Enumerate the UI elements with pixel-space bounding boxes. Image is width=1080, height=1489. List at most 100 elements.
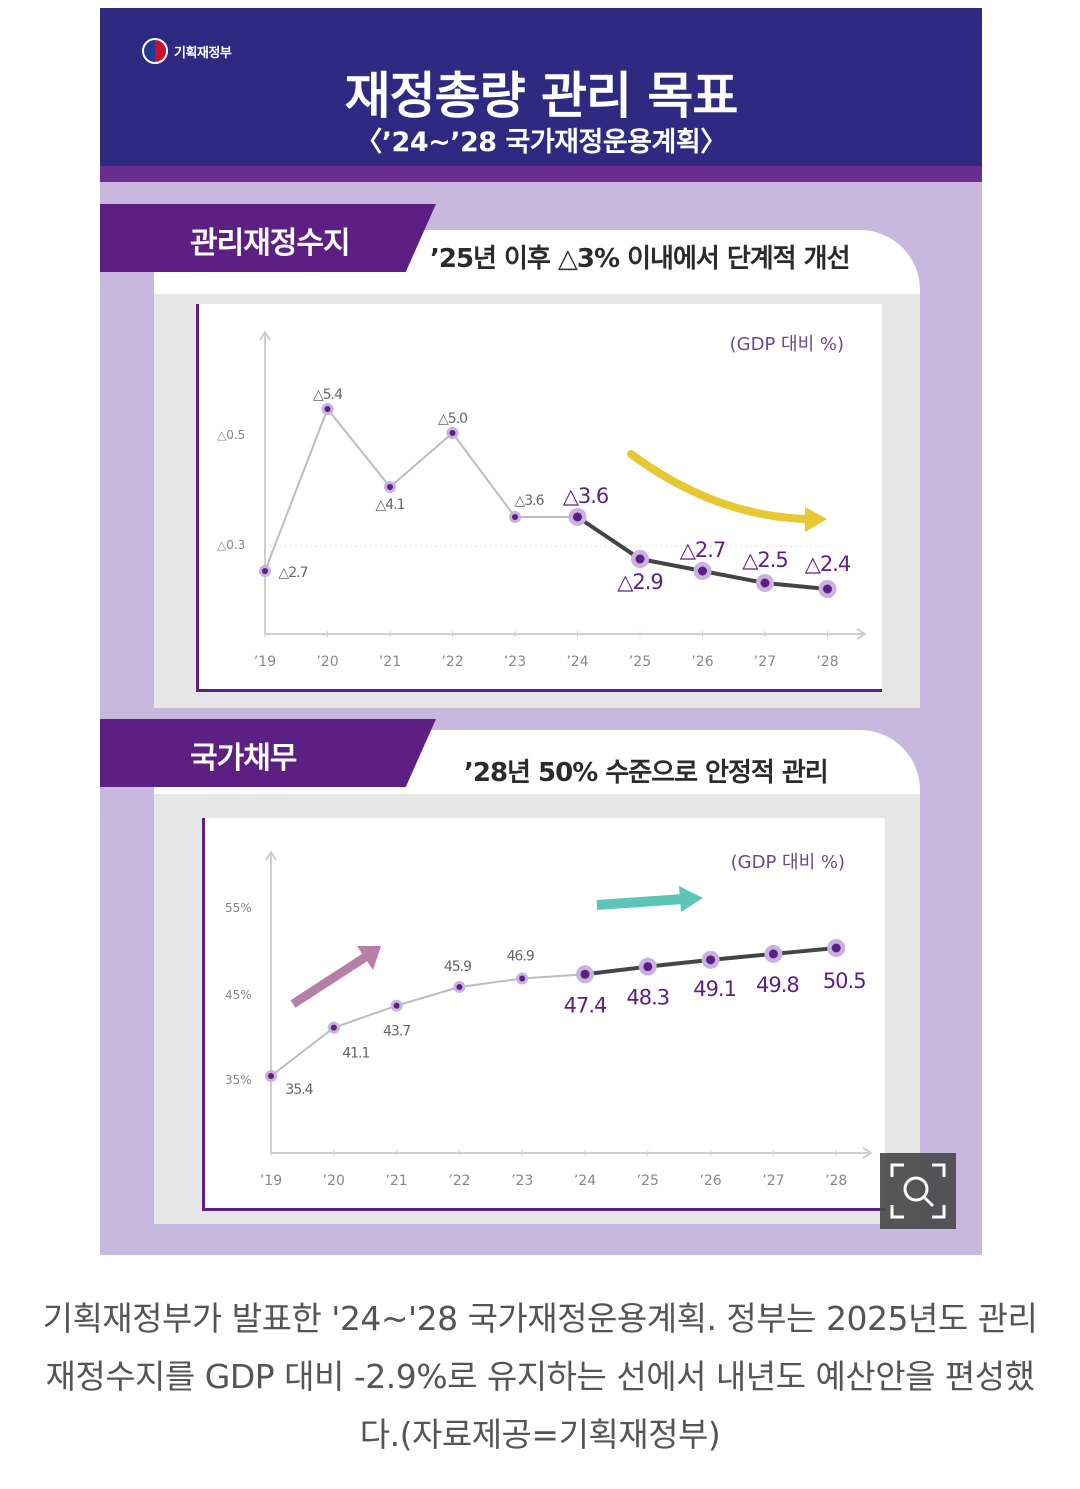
trend-arrow-shaft: [290, 952, 370, 1008]
x-tick-label: ’28: [816, 654, 838, 670]
trend-arrow-icon: [805, 507, 827, 532]
x-tick-label: ’28: [825, 1173, 847, 1189]
trend-arrow-icon: [357, 946, 381, 970]
data-point: [635, 554, 645, 564]
series-segment: [396, 986, 460, 1007]
unit-label: (GDP 대비 %): [730, 334, 844, 355]
data-point: [643, 962, 653, 972]
infographic-subtitle: 〈’24~’28 국가재정운용계획〉: [355, 127, 727, 158]
x-axis-arrow-icon: [862, 1147, 873, 1159]
debt-chart-box: (GDP 대비 %) 55% 45% 35% ’19 ’20 ’21 ’22 ’23 ’24 ’25…: [202, 818, 885, 1211]
series-segment: [773, 946, 837, 956]
data-point: [573, 512, 582, 522]
zoom-search-icon: [890, 1163, 946, 1219]
data-label: △2.7: [278, 565, 307, 581]
data-label: 35.4: [285, 1082, 313, 1098]
x-tick-label: ’26: [699, 1173, 721, 1189]
data-point: [393, 1002, 400, 1009]
data-point: [823, 584, 832, 594]
section1-tab: 관리재정수지: [100, 204, 436, 272]
x-axis-arrow-icon: [856, 628, 867, 640]
series-segment: [333, 1004, 397, 1029]
section1-headline: ’25년 이후 △3% 이내에서 단계적 개선: [430, 244, 850, 274]
y-tick-label: 55%: [225, 901, 252, 915]
y-tick-label: △0.5: [217, 428, 245, 442]
y-axis-arrow-icon: [265, 850, 277, 861]
x-tick-label: ’20: [323, 1173, 345, 1189]
section1-tab-label: 관리재정수지: [190, 226, 351, 261]
ministry-logo: 기획재정부: [142, 38, 232, 64]
x-tick-label: ’25: [637, 1173, 659, 1189]
data-point: [768, 949, 778, 959]
data-label: 47.4: [564, 993, 607, 1017]
header-stripe: [100, 166, 982, 182]
series-segment: [264, 408, 329, 572]
infographic-card: 기획재정부 재정총량 관리 목표 〈’24~’28 국가재정운용계획〉 관리재정…: [100, 8, 982, 1255]
unit-label: (GDP 대비 %): [731, 852, 845, 873]
data-point: [580, 969, 590, 979]
x-tick-label: ’22: [441, 654, 463, 670]
x-tick-label: ’23: [511, 1173, 533, 1189]
x-tick-label: ’21: [385, 1173, 407, 1189]
taegeuk-emblem-icon: [142, 38, 168, 64]
logo-text: 기획재정부: [174, 45, 232, 61]
series-segment: [584, 964, 649, 977]
x-tick-label: ’23: [504, 654, 526, 670]
data-point: [324, 406, 331, 412]
data-label: 43.7: [383, 1024, 410, 1040]
debt-chart: (GDP 대비 %) 55% 45% 35% ’19 ’20 ’21 ’22 ’23 ’24 ’25…: [225, 850, 873, 1189]
data-label: 46.9: [507, 949, 534, 965]
data-label: 45.9: [444, 959, 471, 975]
infographic-header: 기획재정부 재정총량 관리 목표 〈’24~’28 국가재정운용계획〉: [100, 8, 982, 166]
data-label: △2.9: [617, 570, 663, 594]
data-label: △3.6: [563, 484, 609, 508]
x-tick-label: ’27: [754, 654, 776, 670]
data-label: △5.0: [438, 411, 467, 427]
data-point: [706, 955, 716, 965]
data-point: [387, 484, 393, 490]
data-label: △3.6: [514, 493, 544, 509]
data-point: [449, 430, 456, 436]
series-segment: [522, 973, 586, 980]
data-point: [456, 983, 463, 990]
series-segment: [764, 581, 828, 591]
zoom-button[interactable]: [880, 1153, 956, 1229]
series-segment: [710, 951, 774, 962]
data-point: [268, 1073, 274, 1079]
x-tick-label: ’24: [566, 654, 588, 670]
section2-tab: 국가채무: [100, 719, 436, 787]
x-tick-label: ’24: [574, 1173, 596, 1189]
balance-chart: (GDP 대비 %) △0.5 △0.3 ’19 ’20 ’21 ’22 ’23 ’24 ’25 ’…: [217, 330, 867, 670]
image-caption: 기획재정부가 발표한 '24~'28 국가재정운용계획. 정부는 2025년도 …: [42, 1299, 1038, 1454]
series-segment: [389, 432, 454, 488]
data-label: △2.4: [805, 552, 851, 576]
balance-chart-box: (GDP 대비 %) △0.5 △0.3 ’19 ’20 ’21 ’22 ’23 ’24 ’25 ’…: [196, 304, 882, 692]
data-point: [519, 975, 526, 982]
series-segment: [647, 957, 711, 969]
y-tick-label: 45%: [225, 988, 252, 1002]
series-segment: [639, 557, 703, 573]
trend-arrow-icon: [679, 886, 703, 912]
infographic-title: 재정총량 관리 목표: [344, 67, 739, 125]
series-segment: [459, 977, 523, 988]
series-segment: [702, 569, 766, 585]
data-label: 48.3: [626, 986, 669, 1010]
section2-tab-label: 국가채무: [190, 741, 297, 776]
trend-arrow-shaft: [627, 450, 818, 523]
data-point: [262, 568, 268, 574]
x-tick-label: ’19: [260, 1173, 282, 1189]
x-tick-label: ’25: [629, 654, 651, 670]
series-segment: [451, 432, 516, 518]
x-tick-label: ’27: [762, 1173, 784, 1189]
series-segment: [270, 1026, 335, 1077]
x-tick-label: ’20: [316, 654, 338, 670]
x-tick-label: ’22: [448, 1173, 470, 1189]
data-label: 49.1: [693, 977, 736, 1001]
data-label: △2.5: [742, 548, 788, 572]
x-tick-label: ’26: [691, 654, 713, 670]
data-point: [831, 943, 841, 953]
series-segment: [326, 408, 391, 488]
data-point: [330, 1024, 337, 1031]
y-tick-label: 35%: [225, 1073, 252, 1087]
trend-arrow-shaft: [596, 894, 684, 910]
